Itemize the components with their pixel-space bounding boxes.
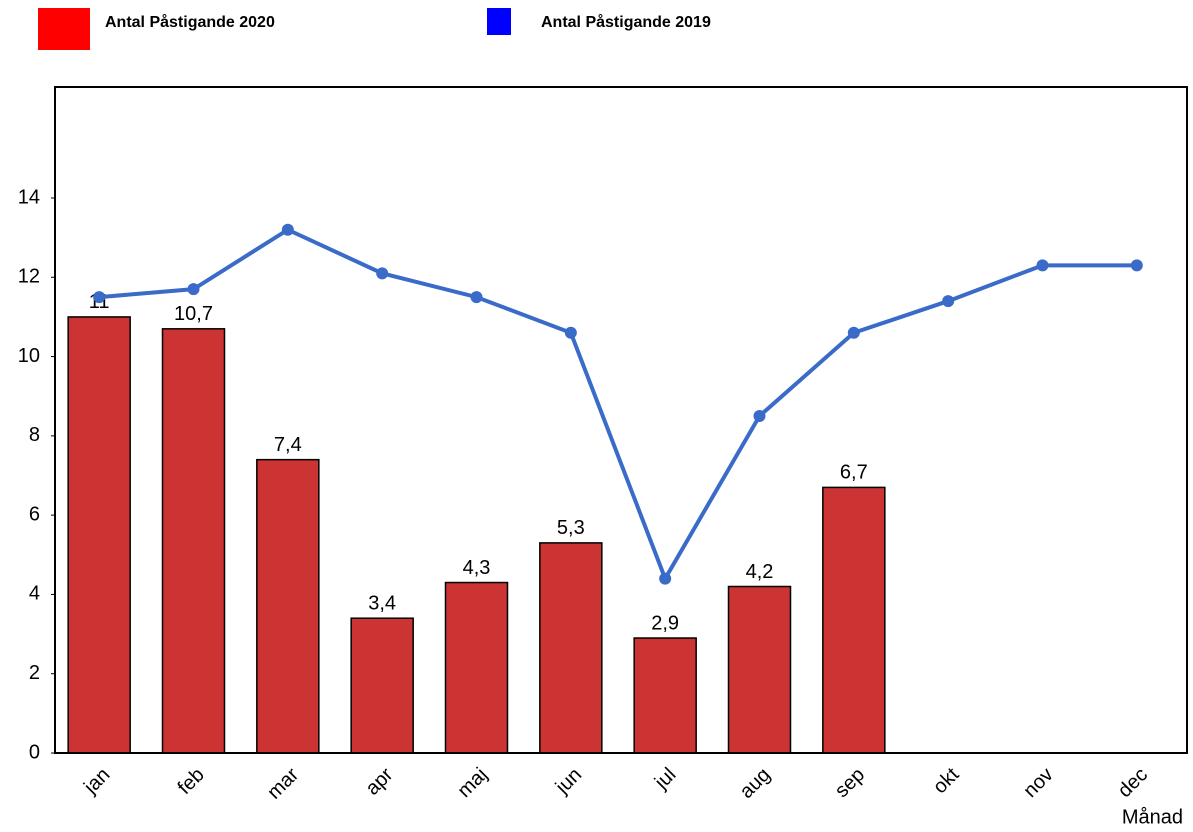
bar — [444, 581, 509, 754]
y-tick-label: 12 — [18, 266, 40, 288]
data-label: 7,4 — [274, 434, 302, 456]
data-label: 2,9 — [651, 612, 679, 634]
point — [1036, 259, 1049, 272]
point — [187, 283, 200, 296]
y-tick-label: 10 — [18, 345, 40, 367]
point — [753, 410, 766, 423]
x-tick-label: aug — [736, 764, 775, 803]
x-tick-label: jul — [650, 764, 680, 794]
x-tick-label: nov — [1019, 764, 1057, 802]
point — [942, 295, 955, 308]
y-tick-label: 8 — [29, 424, 40, 446]
data-label: 5,3 — [557, 517, 585, 539]
x-tick-label: okt — [929, 763, 964, 798]
bar — [161, 328, 226, 754]
x-tick-label: jan — [79, 764, 114, 799]
x-tick-label: jun — [551, 764, 586, 799]
data-label: 10,7 — [174, 303, 213, 325]
point — [376, 267, 389, 280]
bar — [822, 486, 886, 754]
x-tick-label: apr — [361, 763, 397, 799]
y-tick-label: 0 — [29, 741, 40, 763]
line — [98, 227, 1137, 584]
bar — [727, 585, 792, 754]
y-tick-label: 6 — [29, 503, 40, 525]
point — [1130, 259, 1143, 272]
bar — [350, 617, 414, 754]
legend-label: Antal Påstigande 2020 — [105, 13, 275, 31]
data-label: 4,2 — [746, 561, 774, 583]
x-tick-label: feb — [174, 764, 209, 799]
point — [659, 572, 672, 585]
point — [93, 291, 106, 304]
legend-label: Antal Påstigande 2019 — [541, 13, 711, 31]
bar — [67, 316, 131, 754]
point — [847, 326, 860, 339]
y-tick-label: 4 — [29, 583, 40, 605]
point — [564, 326, 577, 339]
bar — [256, 458, 320, 754]
x-tick-label: sep — [831, 764, 869, 802]
point — [470, 291, 483, 304]
data-label: 4,3 — [463, 557, 491, 579]
x-tick-label: maj — [453, 764, 491, 802]
plot-frame — [54, 86, 1188, 754]
bar — [633, 637, 697, 754]
legend-swatch — [487, 8, 511, 35]
bar — [539, 542, 603, 754]
y-tick-label: 2 — [29, 662, 40, 684]
data-label: 6,7 — [840, 462, 868, 484]
x-axis-label: Månad — [1122, 806, 1183, 828]
x-tick-label: dec — [1114, 764, 1152, 802]
y-tick-label: 14 — [18, 186, 40, 208]
point — [281, 223, 294, 236]
data-label: 3,4 — [368, 592, 396, 614]
x-tick-label: mar — [263, 763, 303, 803]
legend-swatch — [38, 8, 90, 50]
